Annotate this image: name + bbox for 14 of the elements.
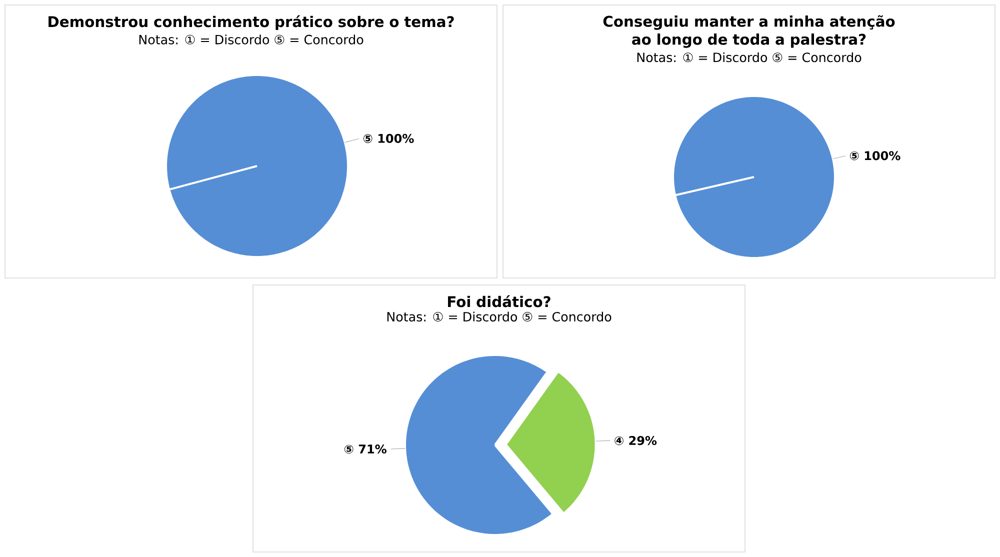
chart-subtitle: Notas: ① = Discordo ⑤ = Concordo [139, 34, 364, 44]
chart-title: Conseguiu manter a minha atenção ao longo de toda a palestra? [603, 15, 895, 48]
slice-label: ④ [614, 436, 624, 446]
chart-subtitle: Notas: ① = Discordo ⑤ = Concordo [637, 52, 862, 62]
slice-label: ⑤ [850, 151, 859, 160]
slice-label: ⑤ [363, 134, 372, 143]
chart-subtitle: Notas: ① = Discordo ⑤ = Concordo [387, 312, 612, 322]
chart-title: Demonstrou conhecimento prático sobre o tema? [48, 15, 454, 30]
data-label: 29% [629, 436, 657, 446]
slice-label: ⑤ [344, 444, 354, 454]
data-label: 100% [378, 134, 414, 143]
chart-title: Foi didático? [448, 295, 550, 308]
data-label: 100% [864, 151, 900, 160]
data-label: 71% [358, 444, 386, 454]
